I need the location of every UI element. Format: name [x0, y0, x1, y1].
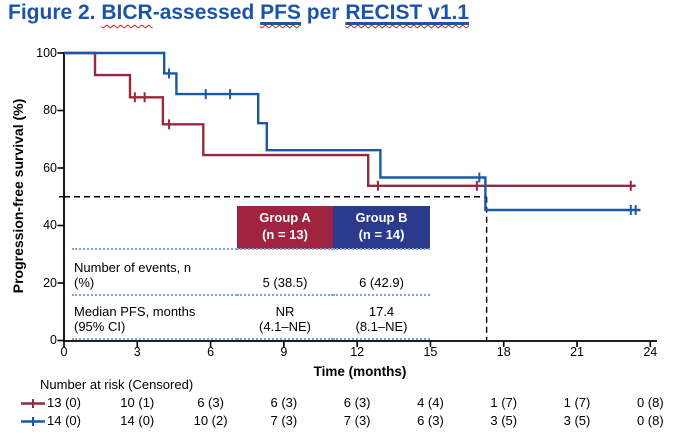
stats-events-group-a: 5 (38.5) — [237, 249, 333, 296]
risk-cell-group-a: 4 (4) — [417, 395, 444, 410]
km-curve-group-b — [64, 51, 641, 212]
km-curve-group-a — [64, 51, 636, 187]
risk-cell-group-b: 14 (0) — [47, 413, 81, 428]
x-tick-label: 3 — [133, 345, 141, 359]
y-tick-label: 0 — [50, 333, 57, 347]
figure-title-recist: RECIST v1.1 — [345, 1, 470, 24]
risk-cell-group-a: 6 (3) — [197, 395, 224, 410]
risk-cell-group-a: 0 (8) — [636, 395, 664, 410]
risk-cell-group-a: 6 (3) — [343, 395, 371, 410]
x-tick-label: 6 — [207, 345, 215, 359]
risk-cell-group-a: 6 (3) — [270, 395, 298, 410]
stats-median-group-b: 17.4 (8.1–NE) — [333, 295, 430, 340]
group-b-header: Group B (n = 14) — [333, 206, 430, 250]
y-tick-label: 60 — [43, 160, 57, 175]
x-axis-title: Time (months) — [313, 364, 407, 379]
risk-cell-group-b: 3 (5) — [490, 413, 518, 428]
stats-table: Group A (n = 13) Group B (n = 14) Number… — [72, 206, 430, 340]
figure-title-pfs-underline: PFS — [260, 1, 301, 24]
risk-cell-group-b: 3 (5) — [563, 413, 591, 428]
y-tick-label: 100 — [36, 45, 57, 60]
x-tick-label: 12 — [350, 345, 365, 359]
risk-cell-group-a: 13 (0) — [47, 395, 81, 410]
x-tick-label: 15 — [423, 345, 438, 359]
figure-title-prefix: Figure 2. — [8, 1, 102, 24]
stats-header-empty-cell — [72, 206, 237, 250]
risk-cell-group-b: 0 (8) — [636, 413, 664, 428]
stats-header-row: Group A (n = 13) Group B (n = 14) — [72, 206, 430, 250]
stats-events-group-b: 6 (42.9) — [333, 249, 430, 296]
x-tick-label: 18 — [496, 345, 511, 359]
x-tick-label: 0 — [60, 345, 68, 359]
figure-title-bicr: BICR — [101, 1, 153, 24]
risk-cell-group-b: 6 (3) — [417, 413, 444, 428]
risk-cell-group-b: 7 (3) — [270, 413, 298, 428]
figure-title-recist-underline: RECIST v1.1 — [345, 1, 469, 24]
risk-cell-group-a: 1 (7) — [563, 395, 591, 410]
y-tick-label: 80 — [43, 103, 57, 117]
x-tick-label: 21 — [570, 345, 584, 359]
risk-cell-group-b: 10 (2) — [193, 413, 228, 428]
y-tick-label: 20 — [43, 275, 57, 290]
figure-title-pfs: PFS — [260, 1, 301, 24]
y-tick-label: 40 — [43, 218, 57, 232]
stats-row-median-label: Median PFS, months (95% CI) — [72, 295, 237, 340]
risk-cell-group-b: 14 (0) — [120, 413, 155, 428]
stats-row-median-pfs: Median PFS, months (95% CI) NR (4.1–NE) … — [72, 295, 430, 340]
stats-median-group-a: NR (4.1–NE) — [237, 295, 333, 340]
risk-cell-group-a: 10 (1) — [120, 395, 155, 410]
group-a-header: Group A (n = 13) — [237, 206, 333, 250]
stats-row-events: Number of events, n (%) 5 (38.5) 6 (42.9… — [72, 249, 430, 296]
risk-cell-group-b: 7 (3) — [343, 413, 371, 428]
stats-row-events-label: Number of events, n (%) — [72, 249, 237, 296]
number-at-risk-title: Number at risk (Censored) — [40, 377, 194, 392]
x-tick-label: 9 — [280, 345, 288, 359]
risk-cell-group-a: 1 (7) — [490, 395, 518, 410]
y-axis-title: Progression-free survival (%) — [10, 98, 26, 294]
figure-title: Figure 2. BICR-assessed PFS per RECIST v… — [8, 1, 469, 25]
figure-title-mid1: -assessed — [152, 1, 261, 24]
x-tick-label: 24 — [643, 345, 658, 359]
figure-title-mid2: per — [300, 1, 346, 24]
